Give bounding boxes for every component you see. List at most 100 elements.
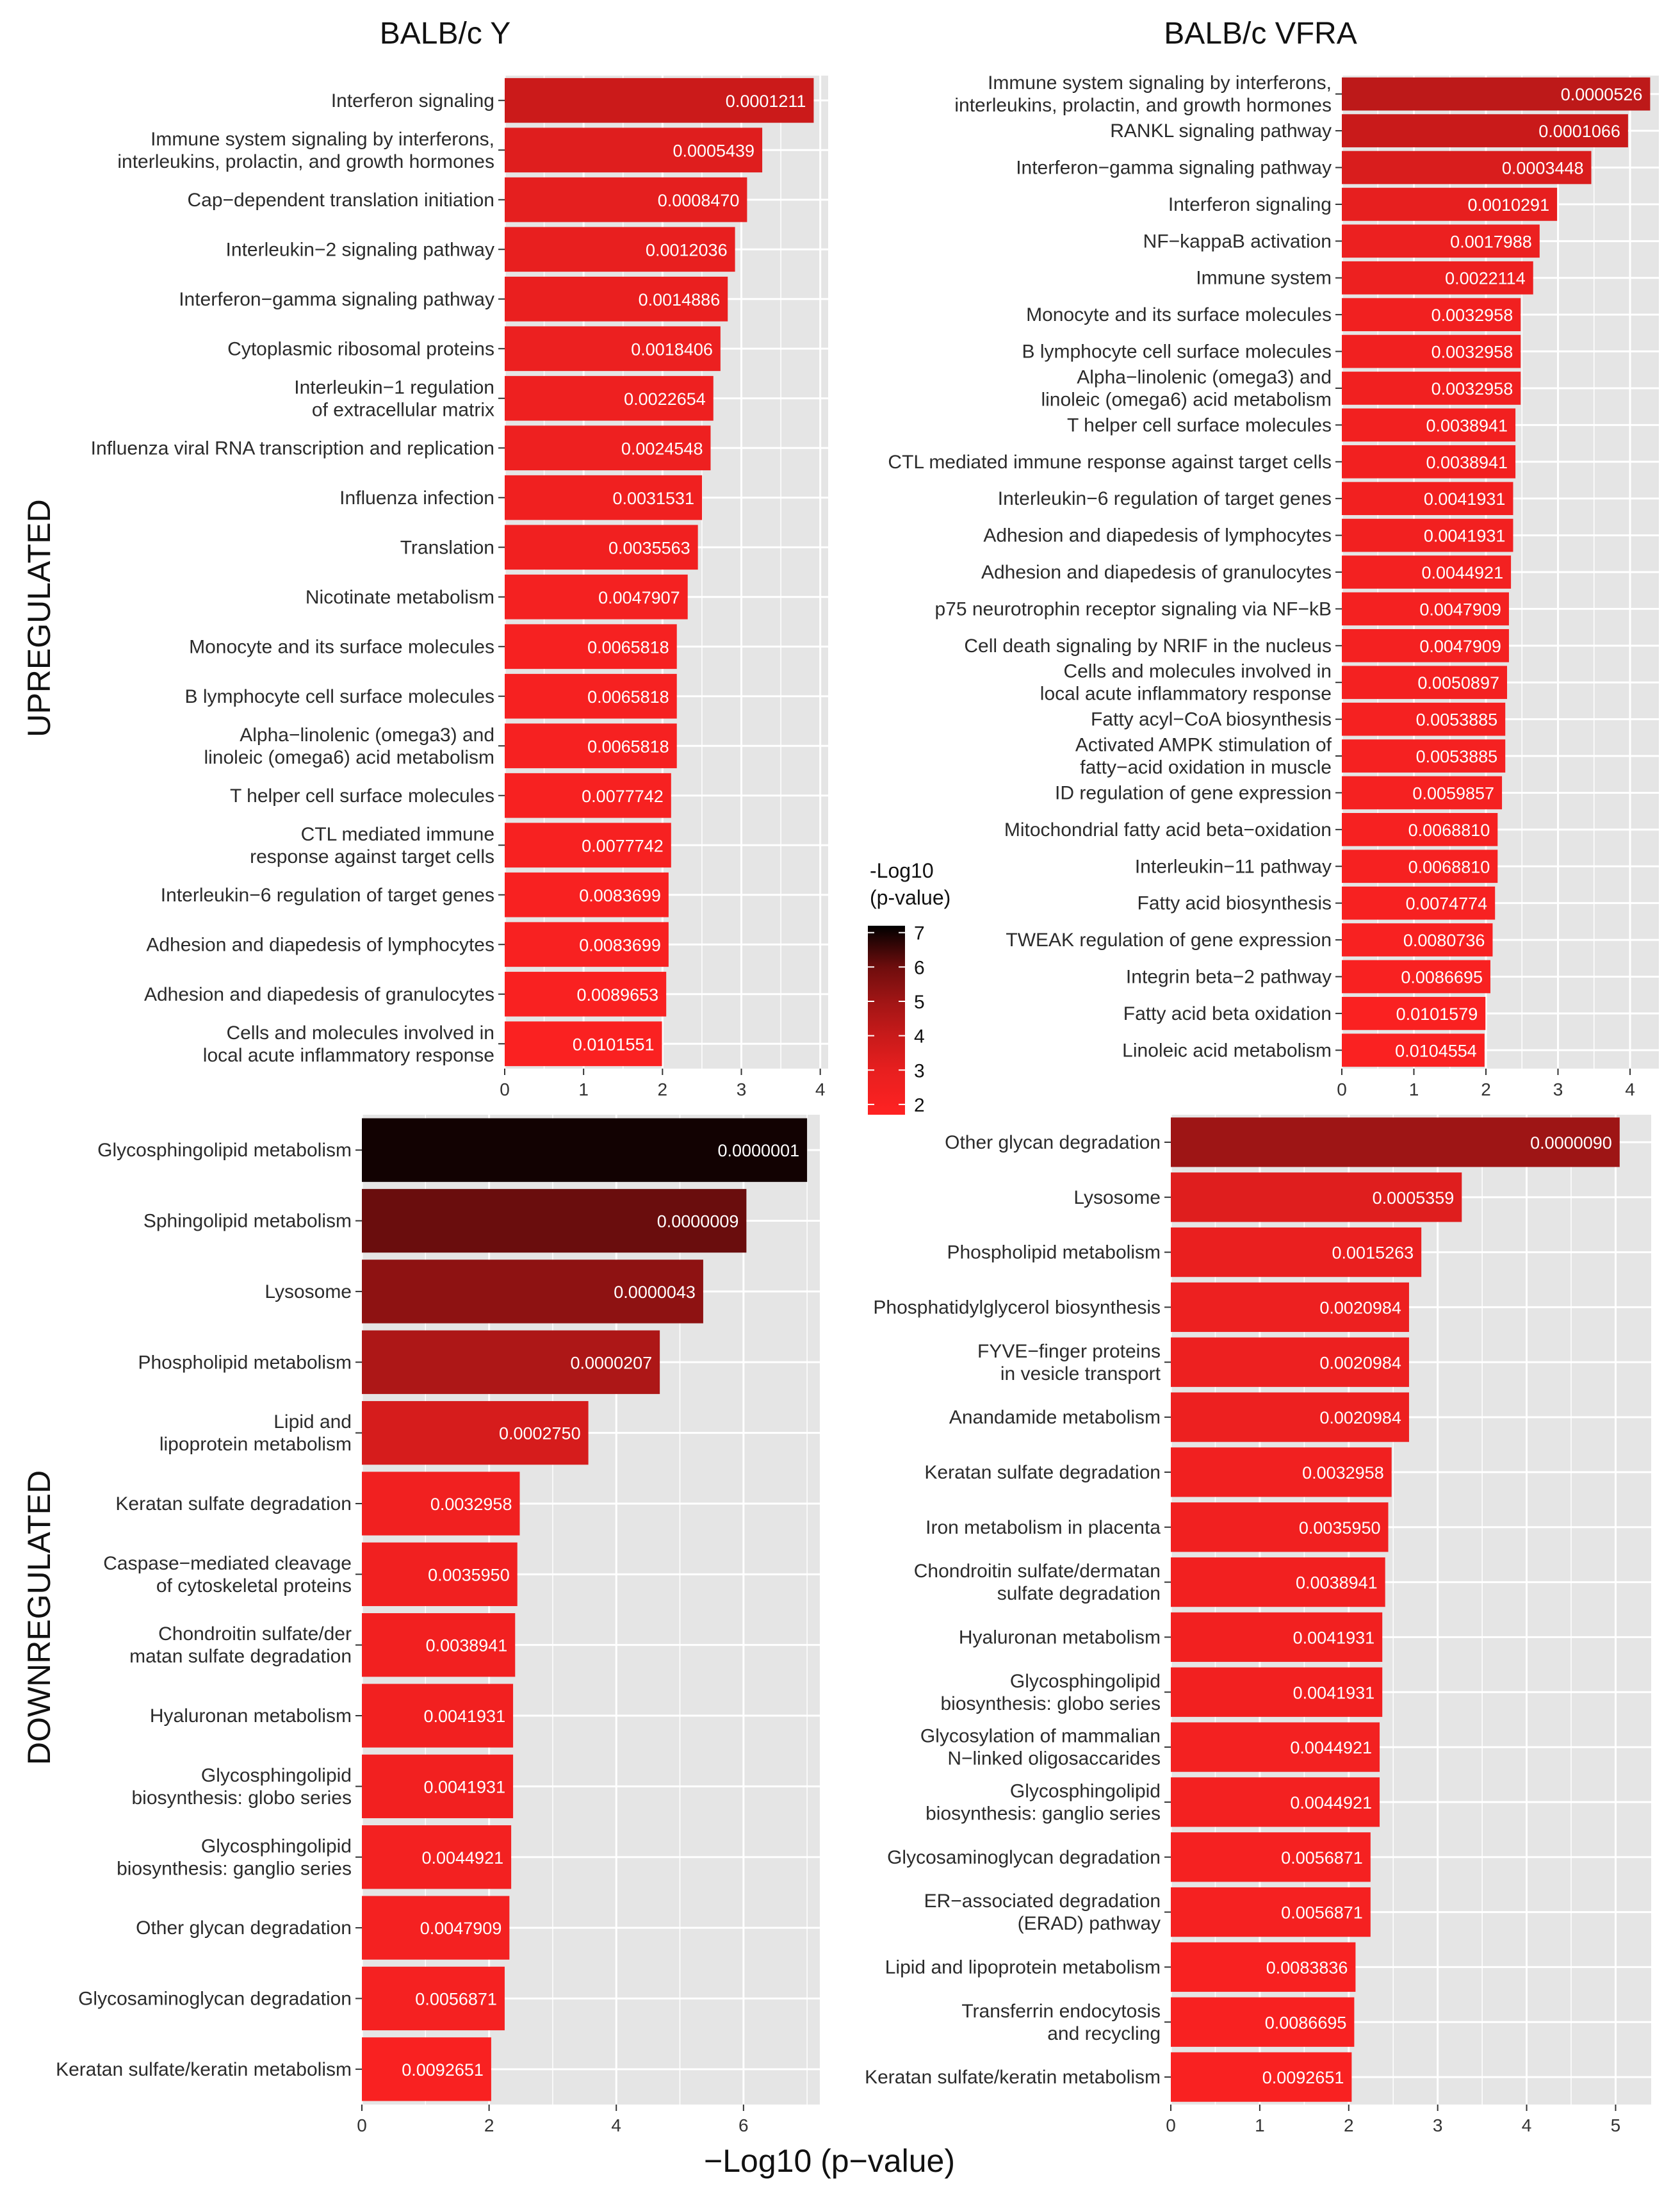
panel-vfra-down: 0.0000090 Other glycan degradation 0.00053…: [865, 1115, 1651, 2135]
bar: [1342, 334, 1521, 368]
x-tick-label: 6: [738, 2115, 749, 2135]
bar: [1342, 628, 1509, 662]
bar: [1171, 1777, 1380, 1827]
bar: [1342, 1033, 1485, 1067]
bar-p-value-label: 0.0012036: [646, 240, 728, 259]
colorbar-tick-label: 5: [914, 992, 925, 1013]
bar: [505, 78, 814, 123]
bar: [1171, 1722, 1380, 1772]
category-label: Influenza viral RNA transcription and re…: [91, 438, 494, 459]
bar: [1171, 1832, 1371, 1882]
x-tick-label: 1: [1409, 1079, 1419, 1099]
bar: [1342, 372, 1521, 405]
category-label: Phosphatidylglycerol biosynthesis: [873, 1297, 1161, 1318]
bar: [505, 673, 677, 719]
bar-p-value-label: 0.0000009: [657, 1212, 739, 1231]
bar-p-value-label: 0.0022114: [1445, 269, 1526, 288]
category-label: Interferon signaling: [331, 90, 494, 111]
bar: [505, 525, 698, 570]
category-label: p75 neurotrophin receptor signaling via …: [934, 598, 1332, 620]
category-label: ID regulation of gene expression: [1055, 782, 1332, 803]
bar: [505, 624, 677, 669]
x-tick-label: 1: [578, 1079, 589, 1099]
x-tick-label: 2: [1481, 1079, 1491, 1099]
bar-p-value-label: 0.0077742: [582, 787, 664, 806]
category-label: Fatty acid biosynthesis: [1138, 893, 1332, 914]
colorbar-tick-label: 7: [914, 923, 925, 944]
colorbar-tick-label: 6: [914, 957, 925, 978]
bar-p-value-label: 0.0032958: [1431, 343, 1513, 362]
bar: [505, 425, 711, 471]
bar-p-value-label: 0.0032958: [1302, 1463, 1384, 1482]
bar: [1171, 1227, 1422, 1277]
category-label: Cytoplasmic ribosomal proteins: [227, 338, 494, 359]
category-label: Glycosphingolipid biosynthesis: ganglio s…: [926, 1780, 1161, 1824]
category-label: Caspase−mediated cleavage of cytoskeletal…: [103, 1553, 352, 1597]
bar: [1342, 298, 1521, 331]
bar: [1342, 518, 1513, 552]
colorbar: [868, 926, 905, 1115]
x-tick-label: 2: [658, 1079, 668, 1099]
category-label: Glycosylation of mammalian N−linked oligo…: [920, 1726, 1161, 1769]
bar-p-value-label: 0.0002750: [499, 1424, 581, 1443]
bar: [1171, 1337, 1409, 1387]
bar-p-value-label: 0.0024548: [621, 439, 703, 458]
category-label: RANKL signaling pathway: [1110, 120, 1332, 142]
bar: [362, 1966, 505, 2031]
bar: [1171, 1172, 1462, 1222]
category-label: Alpha−linolenic (omega3) and linoleic (om…: [1041, 366, 1332, 410]
category-label: Interferon−gamma signaling pathway: [179, 289, 494, 310]
category-label: Adhesion and diapedesis of granulocytes: [144, 984, 494, 1005]
x-tick-label: 3: [737, 1079, 747, 1099]
category-label: Chondroitin sulfate/dermatan sulfate degr…: [914, 1561, 1161, 1604]
bar: [505, 922, 669, 967]
category-label: Alpha−linolenic (omega3) and linoleic (om…: [204, 725, 494, 768]
category-label: Adhesion and diapedesis of lymphocytes: [146, 934, 494, 955]
bar-p-value-label: 0.0035563: [608, 538, 690, 557]
category-label: T helper cell surface molecules: [230, 785, 494, 807]
bar: [1342, 850, 1498, 883]
bar: [1342, 408, 1516, 442]
category-label: Adhesion and diapedesis of lymphocytes: [983, 525, 1332, 546]
bar: [1342, 114, 1628, 147]
category-label: T helper cell surface molecules: [1067, 415, 1332, 436]
bar: [362, 2037, 491, 2101]
bar-p-value-label: 0.0003448: [1502, 159, 1584, 178]
bar: [1171, 1612, 1383, 1662]
bar: [1171, 1502, 1389, 1552]
panel-vfra-up: 0.0000526 Immune system signaling by inte…: [888, 72, 1659, 1099]
category-label: Glycosaminoglycan degradation: [887, 1847, 1161, 1868]
bar-p-value-label: 0.0022654: [624, 390, 706, 409]
bar-p-value-label: 0.0000207: [571, 1353, 653, 1372]
category-label: Mitochondrial fatty acid beta−oxidation: [1004, 819, 1332, 841]
x-tick-label: 0: [500, 1079, 510, 1099]
category-label: Interleukin−1 regulation of extracellular…: [294, 377, 494, 420]
bar-p-value-label: 0.0015263: [1332, 1244, 1414, 1263]
category-label: Fatty acyl−CoA biosynthesis: [1091, 709, 1332, 730]
category-label: CTL mediated immune response against tar…: [888, 452, 1332, 473]
category-label: Cell death signaling by NRIF in the nucl…: [964, 636, 1332, 657]
category-label: Iron metabolism in placenta: [926, 1517, 1161, 1538]
category-label: Nicotinate metabolism: [306, 587, 494, 608]
bar-p-value-label: 0.0041931: [423, 1777, 505, 1796]
bar: [362, 1188, 747, 1253]
category-label: Influenza infection: [339, 488, 494, 509]
x-tick-label: 0: [1337, 1079, 1347, 1099]
bar: [505, 872, 669, 917]
bar: [362, 1118, 808, 1182]
bar-p-value-label: 0.0000001: [717, 1141, 799, 1160]
bar-p-value-label: 0.0068810: [1408, 821, 1490, 840]
bar: [1342, 261, 1533, 295]
bar: [362, 1754, 514, 1819]
bar: [1171, 2052, 1352, 2102]
x-axis-title: −Log10 (p−value): [704, 2143, 955, 2179]
bar: [1342, 923, 1493, 956]
x-tick-label: 2: [484, 2115, 494, 2135]
bar: [362, 1330, 660, 1394]
bar: [1342, 776, 1503, 810]
bar: [362, 1260, 703, 1324]
category-label: Monocyte and its surface molecules: [189, 636, 494, 657]
x-tick-label: 3: [1433, 2115, 1443, 2135]
bar: [1342, 702, 1506, 736]
bar: [362, 1613, 516, 1677]
